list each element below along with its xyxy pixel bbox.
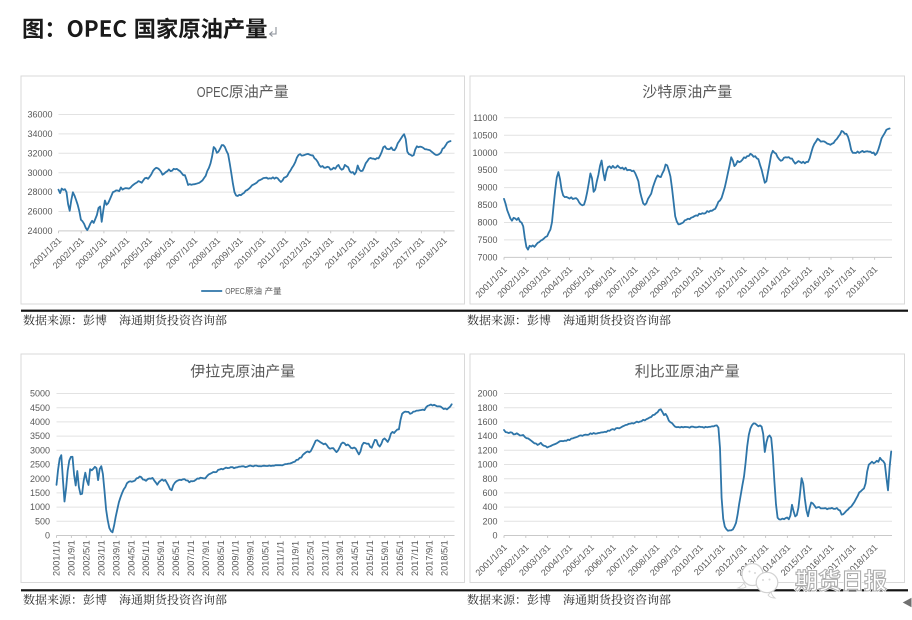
svg-text:2005/1/1: 2005/1/1 bbox=[141, 540, 151, 576]
svg-text:5000: 5000 bbox=[30, 389, 50, 399]
svg-text:7000: 7000 bbox=[477, 253, 497, 263]
svg-text:24000: 24000 bbox=[27, 226, 52, 236]
svg-text:2014/5/1: 2014/5/1 bbox=[350, 540, 360, 576]
svg-text:2004/5/1: 2004/5/1 bbox=[126, 540, 136, 576]
svg-text:9000: 9000 bbox=[477, 183, 497, 193]
svg-text:34000: 34000 bbox=[27, 129, 52, 139]
svg-text:2011/9/1: 2011/9/1 bbox=[290, 541, 300, 576]
svg-text:2000: 2000 bbox=[477, 389, 497, 399]
svg-text:OPEC: OPEC bbox=[197, 84, 229, 101]
svg-text:9500: 9500 bbox=[477, 165, 497, 175]
svg-text:400: 400 bbox=[482, 502, 497, 512]
svg-text:1400: 1400 bbox=[477, 431, 497, 441]
svg-text:10500: 10500 bbox=[472, 130, 497, 140]
svg-text:2003/9/1: 2003/9/1 bbox=[111, 540, 121, 576]
svg-text:1600: 1600 bbox=[477, 417, 497, 427]
svg-text:2015/9/1: 2015/9/1 bbox=[380, 540, 390, 576]
svg-text:2001/9/1: 2001/9/1 bbox=[67, 540, 77, 576]
svg-text:8000: 8000 bbox=[477, 218, 497, 228]
svg-text:2009/1/1: 2009/1/1 bbox=[231, 540, 241, 576]
svg-text:2015/1/1: 2015/1/1 bbox=[365, 540, 375, 576]
svg-text:2011/1/1: 2011/1/1 bbox=[276, 541, 286, 576]
svg-text:500: 500 bbox=[35, 516, 50, 526]
svg-text:26000: 26000 bbox=[27, 207, 52, 217]
svg-text:2013/9/1: 2013/9/1 bbox=[335, 540, 345, 576]
svg-text:2010/5/1: 2010/5/1 bbox=[261, 540, 271, 576]
svg-text:0: 0 bbox=[492, 531, 497, 541]
svg-text:11000: 11000 bbox=[473, 113, 497, 123]
svg-text:2013/1/1: 2013/1/1 bbox=[320, 540, 330, 576]
svg-text:2016/5/1: 2016/5/1 bbox=[395, 540, 405, 576]
svg-text:2500: 2500 bbox=[30, 460, 50, 470]
svg-text:2017/9/1: 2017/9/1 bbox=[425, 540, 435, 576]
svg-text:0: 0 bbox=[45, 531, 50, 541]
svg-text:10000: 10000 bbox=[472, 148, 497, 158]
svg-text:4000: 4000 bbox=[30, 417, 50, 427]
svg-text:2012/5/1: 2012/5/1 bbox=[305, 540, 315, 576]
svg-text:30000: 30000 bbox=[27, 168, 52, 178]
svg-text:1000: 1000 bbox=[30, 502, 50, 512]
svg-text:2008/5/1: 2008/5/1 bbox=[216, 540, 226, 576]
svg-text:2003/1/1: 2003/1/1 bbox=[97, 540, 107, 576]
svg-text:1200: 1200 bbox=[477, 445, 497, 455]
svg-text:2017/1/1: 2017/1/1 bbox=[410, 540, 420, 576]
svg-text:2007/9/1: 2007/9/1 bbox=[201, 540, 211, 576]
svg-text:3000: 3000 bbox=[30, 445, 50, 455]
svg-text:1500: 1500 bbox=[30, 488, 50, 498]
svg-text:7500: 7500 bbox=[477, 235, 497, 245]
svg-text:800: 800 bbox=[482, 474, 497, 484]
svg-text:600: 600 bbox=[482, 488, 497, 498]
svg-text:OPEC: OPEC bbox=[225, 286, 245, 296]
svg-text:2002/5/1: 2002/5/1 bbox=[82, 540, 92, 576]
svg-text:8500: 8500 bbox=[477, 200, 497, 210]
svg-text:28000: 28000 bbox=[27, 187, 52, 197]
svg-text:1800: 1800 bbox=[477, 403, 497, 413]
svg-text:4500: 4500 bbox=[30, 403, 50, 413]
svg-text:2018/5/1: 2018/5/1 bbox=[440, 540, 450, 576]
svg-text:1000: 1000 bbox=[477, 460, 497, 470]
svg-text:32000: 32000 bbox=[27, 148, 52, 158]
svg-text:2009/9/1: 2009/9/1 bbox=[246, 540, 256, 576]
svg-text:200: 200 bbox=[482, 516, 497, 526]
svg-text:2000: 2000 bbox=[30, 474, 50, 484]
svg-text:2001/1/1: 2001/1/1 bbox=[52, 540, 62, 576]
svg-text:2006/5/1: 2006/5/1 bbox=[171, 540, 181, 576]
svg-text:3500: 3500 bbox=[30, 431, 50, 441]
svg-text:2005/9/1: 2005/9/1 bbox=[156, 540, 166, 576]
svg-text:36000: 36000 bbox=[27, 110, 52, 120]
svg-text:2007/1/1: 2007/1/1 bbox=[186, 540, 196, 576]
